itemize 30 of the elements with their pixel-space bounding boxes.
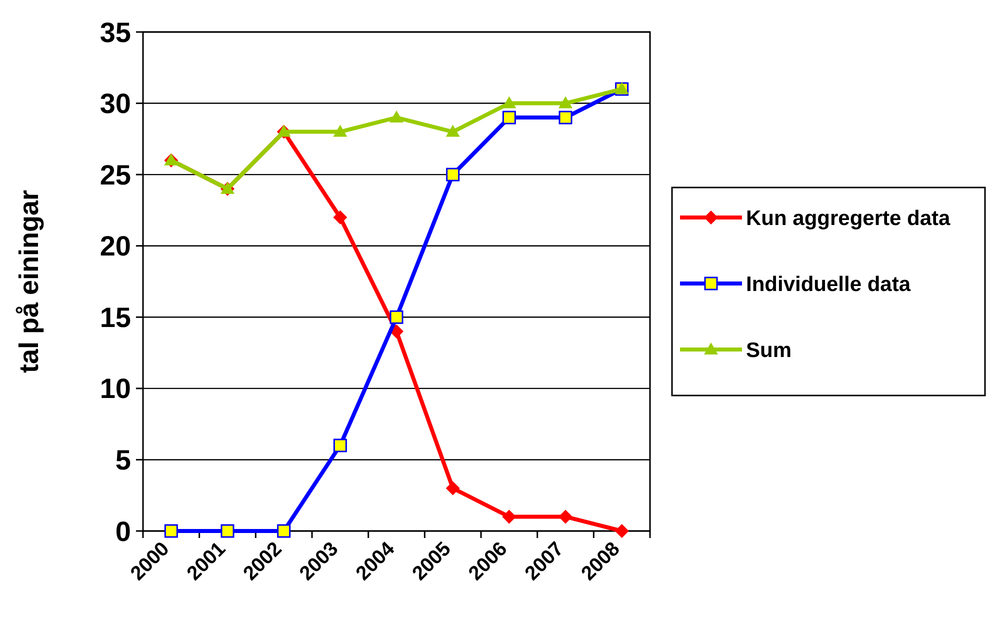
y-axis-title: tal på einingar [14, 189, 44, 374]
point [220, 524, 234, 538]
legend-label: Kun aggregerte data [746, 206, 951, 230]
point [558, 96, 572, 108]
y-tick-label: 0 [115, 516, 131, 547]
point [446, 124, 460, 137]
point [502, 96, 516, 108]
point [502, 510, 516, 524]
point [164, 524, 178, 538]
point [614, 524, 629, 538]
y-tick-label: 5 [115, 444, 131, 476]
legend-label: Individuelle data [746, 272, 911, 296]
y-tick-label: 10 [100, 373, 131, 404]
y-tick-label: 30 [100, 88, 131, 120]
point [446, 168, 460, 182]
y-tick-label: 20 [100, 230, 131, 262]
y-tick-label: 25 [100, 159, 131, 190]
point [277, 524, 291, 538]
point [558, 510, 572, 524]
point [390, 110, 404, 123]
y-tick-label: 15 [100, 302, 131, 333]
point [502, 110, 516, 124]
point [558, 110, 572, 124]
legend-label: Sum [746, 338, 792, 362]
point [333, 124, 348, 137]
point [333, 210, 348, 224]
point [333, 438, 347, 452]
point [446, 481, 460, 496]
point [390, 310, 404, 324]
y-tick-label: 35 [100, 16, 131, 48]
